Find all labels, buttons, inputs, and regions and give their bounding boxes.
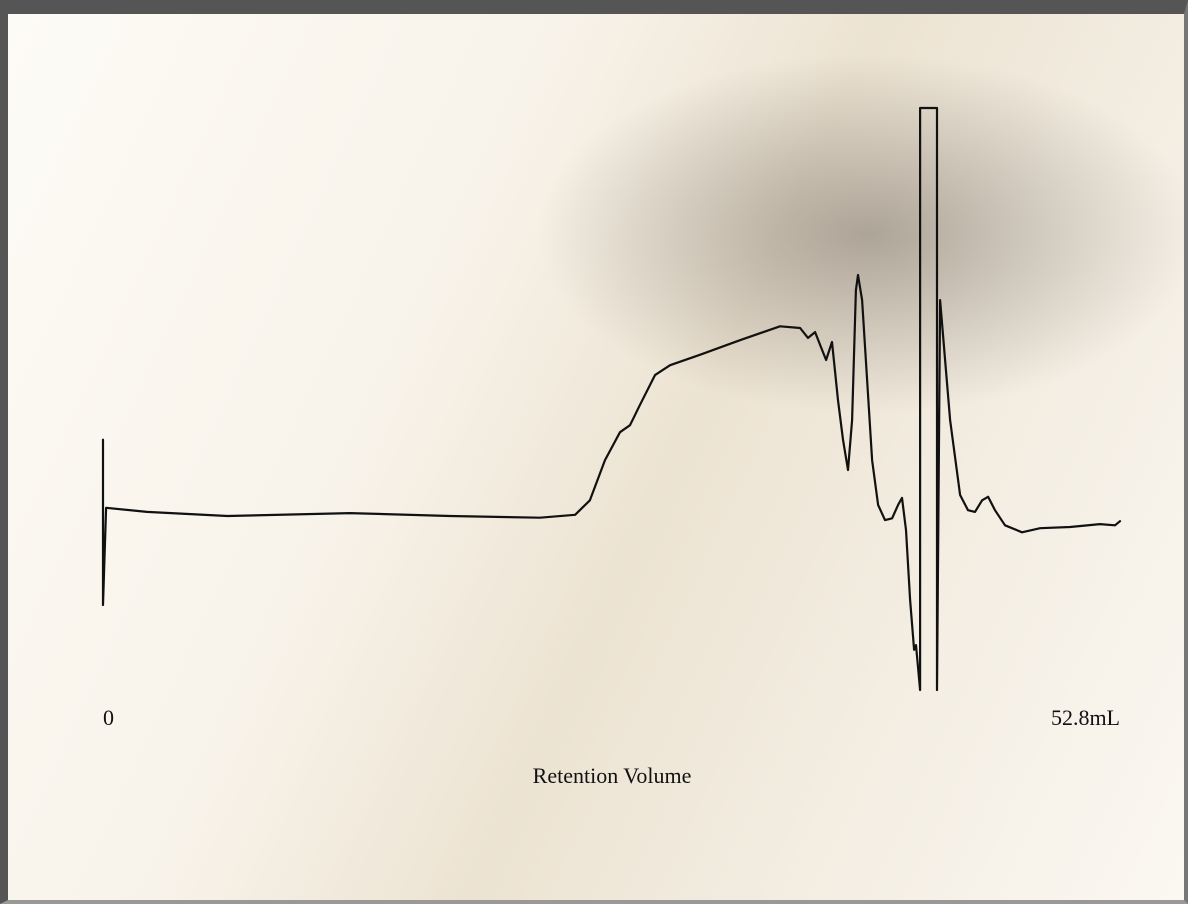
x-axis-label: Retention Volume bbox=[533, 763, 692, 788]
trace-line bbox=[101, 106, 1122, 692]
x-tick-label: 0 bbox=[103, 705, 114, 730]
x-tick-label: 52.8mL bbox=[1051, 705, 1120, 730]
